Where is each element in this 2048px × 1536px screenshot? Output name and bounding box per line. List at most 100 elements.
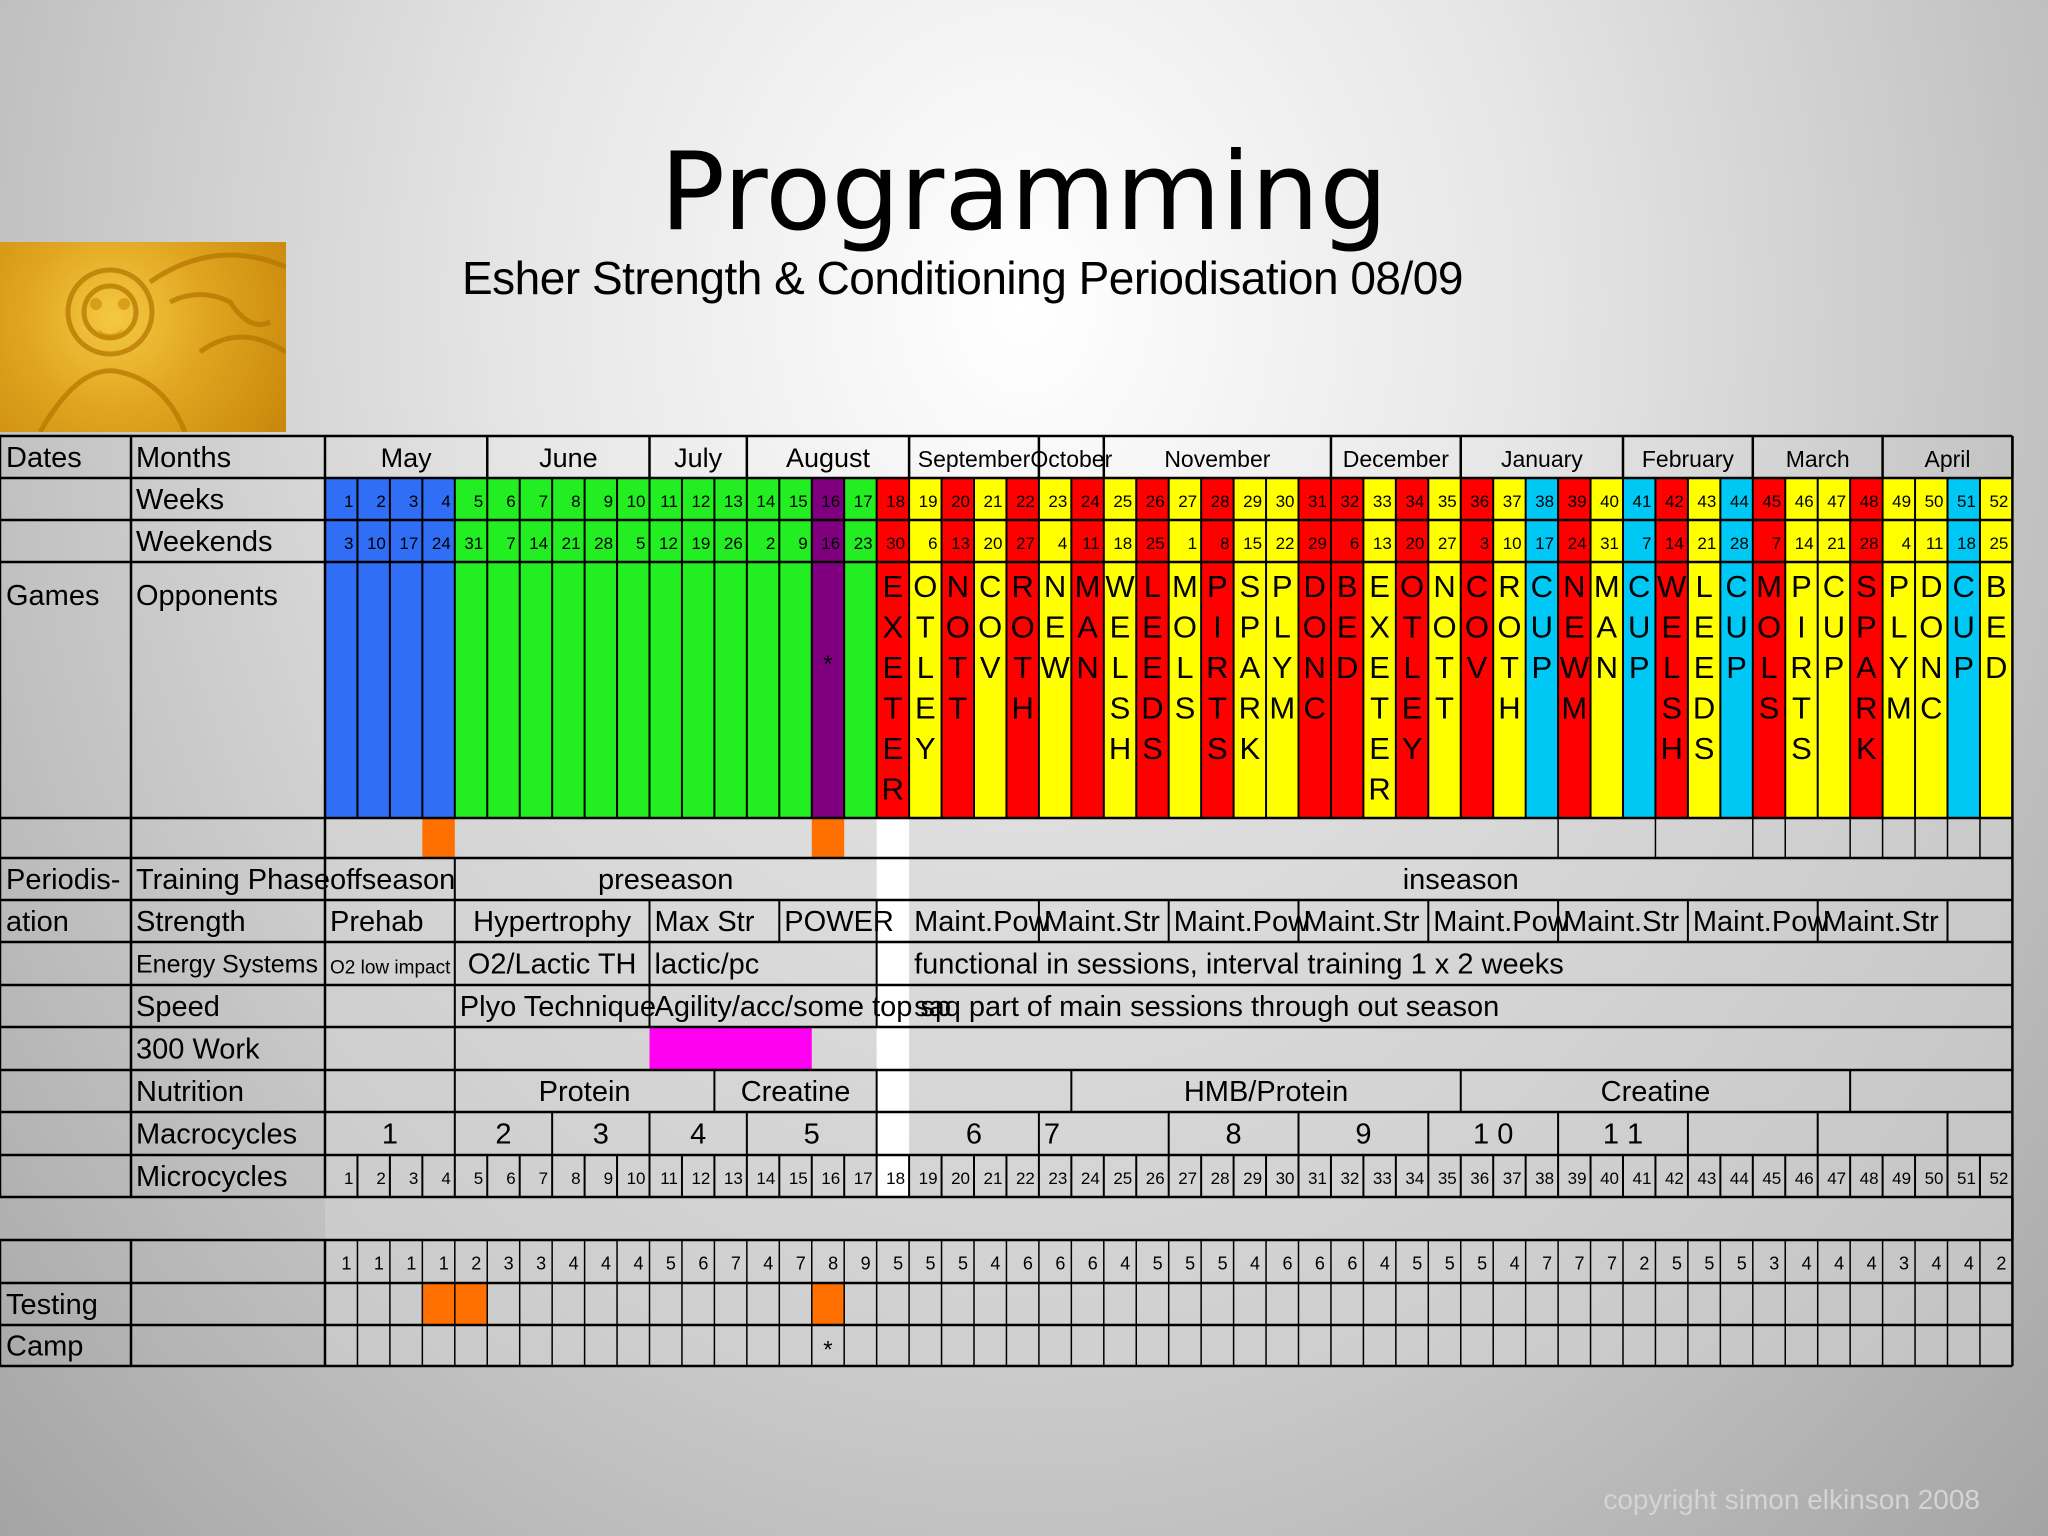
weekend-date: 25 <box>1989 534 2008 553</box>
phase-marker <box>811 818 845 858</box>
macrocycle-number: 1 1 <box>1603 1119 1643 1151</box>
opponent-letter: T <box>1435 650 1454 685</box>
strength-text: Max Str <box>655 906 755 938</box>
weekend-date: 8 <box>1220 534 1229 553</box>
week-number: 25 <box>1113 492 1132 511</box>
opponent-letter: E <box>1142 650 1163 685</box>
month-label: February <box>1642 446 1735 472</box>
opponent-letter: N <box>1563 569 1585 604</box>
page-subtitle: Esher Strength & Conditioning Periodisat… <box>462 252 1463 304</box>
microcycle-number: 35 <box>1438 1169 1457 1188</box>
speed-text: Plyo Technique <box>460 991 656 1023</box>
row-label: Weekends <box>136 526 273 558</box>
opponent-letter: E <box>1337 610 1358 645</box>
session-count: 6 <box>698 1254 708 1274</box>
opponent-letter: A <box>1596 610 1617 645</box>
week-number: 44 <box>1730 492 1749 511</box>
session-count: 5 <box>1153 1254 1163 1274</box>
week-number: 15 <box>789 492 808 511</box>
opponent-letter: M <box>1594 569 1620 604</box>
transition-column <box>876 818 910 1197</box>
opponent-letter: X <box>1369 610 1390 645</box>
row-label: Opponents <box>136 580 278 612</box>
weekend-date: 28 <box>594 534 613 553</box>
weekend-date: 27 <box>1016 534 1035 553</box>
month-label: April <box>1924 446 1970 472</box>
week-column <box>1201 478 1234 818</box>
week-column <box>487 478 520 818</box>
session-count: 5 <box>1218 1254 1228 1274</box>
weekend-date: 24 <box>432 534 451 553</box>
session-count: 4 <box>1380 1254 1390 1274</box>
opponent-letter: N <box>1044 569 1066 604</box>
weekend-date: 25 <box>1146 534 1165 553</box>
microcycle-number: 15 <box>789 1169 808 1188</box>
week-number: 38 <box>1535 492 1554 511</box>
row-label: 300 Work <box>136 1034 260 1066</box>
weekend-date: 11 <box>1926 534 1944 553</box>
macrocycle-number: 3 <box>593 1119 609 1151</box>
row-label: Training Phase <box>136 864 330 896</box>
opponent-letter: H <box>1109 731 1131 766</box>
opponent-letter: R <box>1855 691 1877 726</box>
week-number: 14 <box>756 492 775 511</box>
session-count: 5 <box>1412 1254 1422 1274</box>
opponent-letter: C <box>1531 569 1553 604</box>
row-label: Strength <box>136 906 246 938</box>
week-column <box>1038 478 1072 818</box>
opponent-letter: R <box>1239 691 1261 726</box>
opponent-letter: O <box>1919 610 1943 645</box>
session-count: 4 <box>1510 1254 1520 1274</box>
opponent-letter: P <box>1791 569 1812 604</box>
opponent-letter: O <box>1432 610 1456 645</box>
week-column <box>1266 478 1299 818</box>
week-column <box>519 478 553 818</box>
opponent-letter: D <box>1985 650 2007 685</box>
weekend-date: 14 <box>529 534 548 553</box>
week-number: 39 <box>1568 492 1587 511</box>
week-column <box>325 478 358 818</box>
week-number: 37 <box>1503 492 1522 511</box>
session-count: 4 <box>1931 1254 1941 1274</box>
macrocycle-number: 6 <box>966 1119 982 1151</box>
row-label: Microcycles <box>136 1161 287 1193</box>
opponent-letter: U <box>1531 610 1553 645</box>
opponent-letter: P <box>1888 569 1909 604</box>
session-count: 5 <box>926 1254 936 1274</box>
session-count: 4 <box>990 1254 1000 1274</box>
week-column <box>1428 478 1461 818</box>
opponent-letter: R <box>1790 650 1812 685</box>
week-column <box>1395 478 1429 818</box>
week-column <box>1233 478 1267 818</box>
week-number: 40 <box>1600 492 1619 511</box>
opponent-letter: W <box>1560 650 1590 685</box>
opponent-letter: Y <box>1402 731 1423 766</box>
weekend-date: 15 <box>1243 534 1262 553</box>
opponent-letter: T <box>1435 691 1454 726</box>
week-number: 41 <box>1633 492 1652 511</box>
row-label: Weeks <box>136 484 224 516</box>
week-column <box>714 478 747 818</box>
week-column <box>1687 478 1721 818</box>
opponent-letter: E <box>1045 610 1066 645</box>
week-number: 2 <box>376 492 385 511</box>
week-number: 5 <box>474 492 483 511</box>
month-label: June <box>539 443 598 473</box>
opponent-letter: E <box>1402 691 1423 726</box>
opponent-letter: D <box>1336 650 1358 685</box>
week-number: 23 <box>1048 492 1067 511</box>
microcycle-number: 38 <box>1535 1169 1554 1188</box>
opponent-letter: T <box>948 691 967 726</box>
opponent-letter: O <box>1173 610 1197 645</box>
microcycle-number: 6 <box>506 1169 515 1188</box>
week-number: 36 <box>1470 492 1489 511</box>
opponent-letter: E <box>1369 650 1390 685</box>
opponent-letter: R <box>1011 569 1033 604</box>
opponent-letter: N <box>1304 650 1326 685</box>
week-column <box>1006 478 1039 818</box>
testing-marker <box>422 1283 455 1325</box>
microcycle-number: 18 <box>886 1169 905 1188</box>
weekend-date: 17 <box>399 534 418 553</box>
opponent-letter: N <box>1596 650 1618 685</box>
microcycle-number: 9 <box>604 1169 613 1188</box>
